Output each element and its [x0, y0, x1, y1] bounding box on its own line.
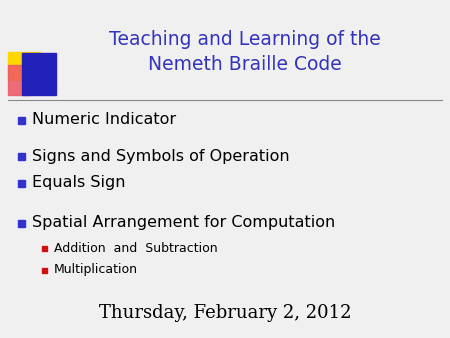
Text: Thursday, February 2, 2012: Thursday, February 2, 2012 [99, 304, 351, 322]
Bar [22, 53, 56, 95]
Bar [18, 219, 25, 226]
Bar [18, 179, 25, 187]
Text: Equals Sign: Equals Sign [32, 175, 126, 191]
Text: Addition  and  Subtraction: Addition and Subtraction [54, 241, 218, 255]
Bar [42, 267, 47, 272]
Text: Spatial Arrangement for Computation: Spatial Arrangement for Computation [32, 216, 335, 231]
Bar [8, 52, 40, 80]
Bar [18, 152, 25, 160]
Bar [8, 65, 30, 95]
Bar [18, 117, 25, 123]
Text: Teaching and Learning of the
Nemeth Braille Code: Teaching and Learning of the Nemeth Brai… [109, 30, 381, 74]
Text: Signs and Symbols of Operation: Signs and Symbols of Operation [32, 148, 290, 164]
Text: Numeric Indicator: Numeric Indicator [32, 113, 176, 127]
Text: Multiplication: Multiplication [54, 264, 138, 276]
Bar [42, 245, 47, 250]
